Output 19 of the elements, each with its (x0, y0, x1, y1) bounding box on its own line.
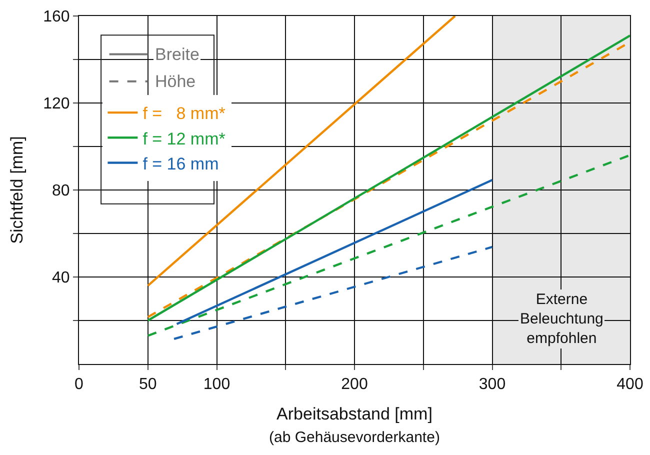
legend-label: f = 8 mm* (142, 104, 226, 124)
annotation: Breite (155, 45, 200, 64)
x-tick-label: 100 (203, 376, 230, 394)
y-tick-label: 120 (43, 96, 70, 113)
y-tick-label: 160 (43, 8, 70, 26)
y-axis-title: Sichtfeld [mm] (8, 136, 27, 244)
x-axis-title: Arbeitsabstand [mm] (276, 404, 432, 424)
band-label: Externe Beleuchtung empfohlen (520, 291, 604, 347)
x-tick-label: 50 (138, 376, 157, 394)
x-tick-label: 400 (616, 376, 644, 394)
y-tick-label: 80 (52, 182, 70, 200)
legend-label: f = 12 mm* (142, 129, 226, 148)
legend-label: f = 16 mm (142, 154, 219, 174)
x-tick-label: 200 (341, 376, 368, 394)
y-tick-label: 40 (52, 270, 70, 287)
x-tick-label: 300 (478, 376, 506, 394)
text: (ab Gehäusevorderkante) (269, 429, 440, 446)
x-tick-label: 0 (74, 376, 84, 394)
annotation: Höhe (155, 72, 196, 91)
